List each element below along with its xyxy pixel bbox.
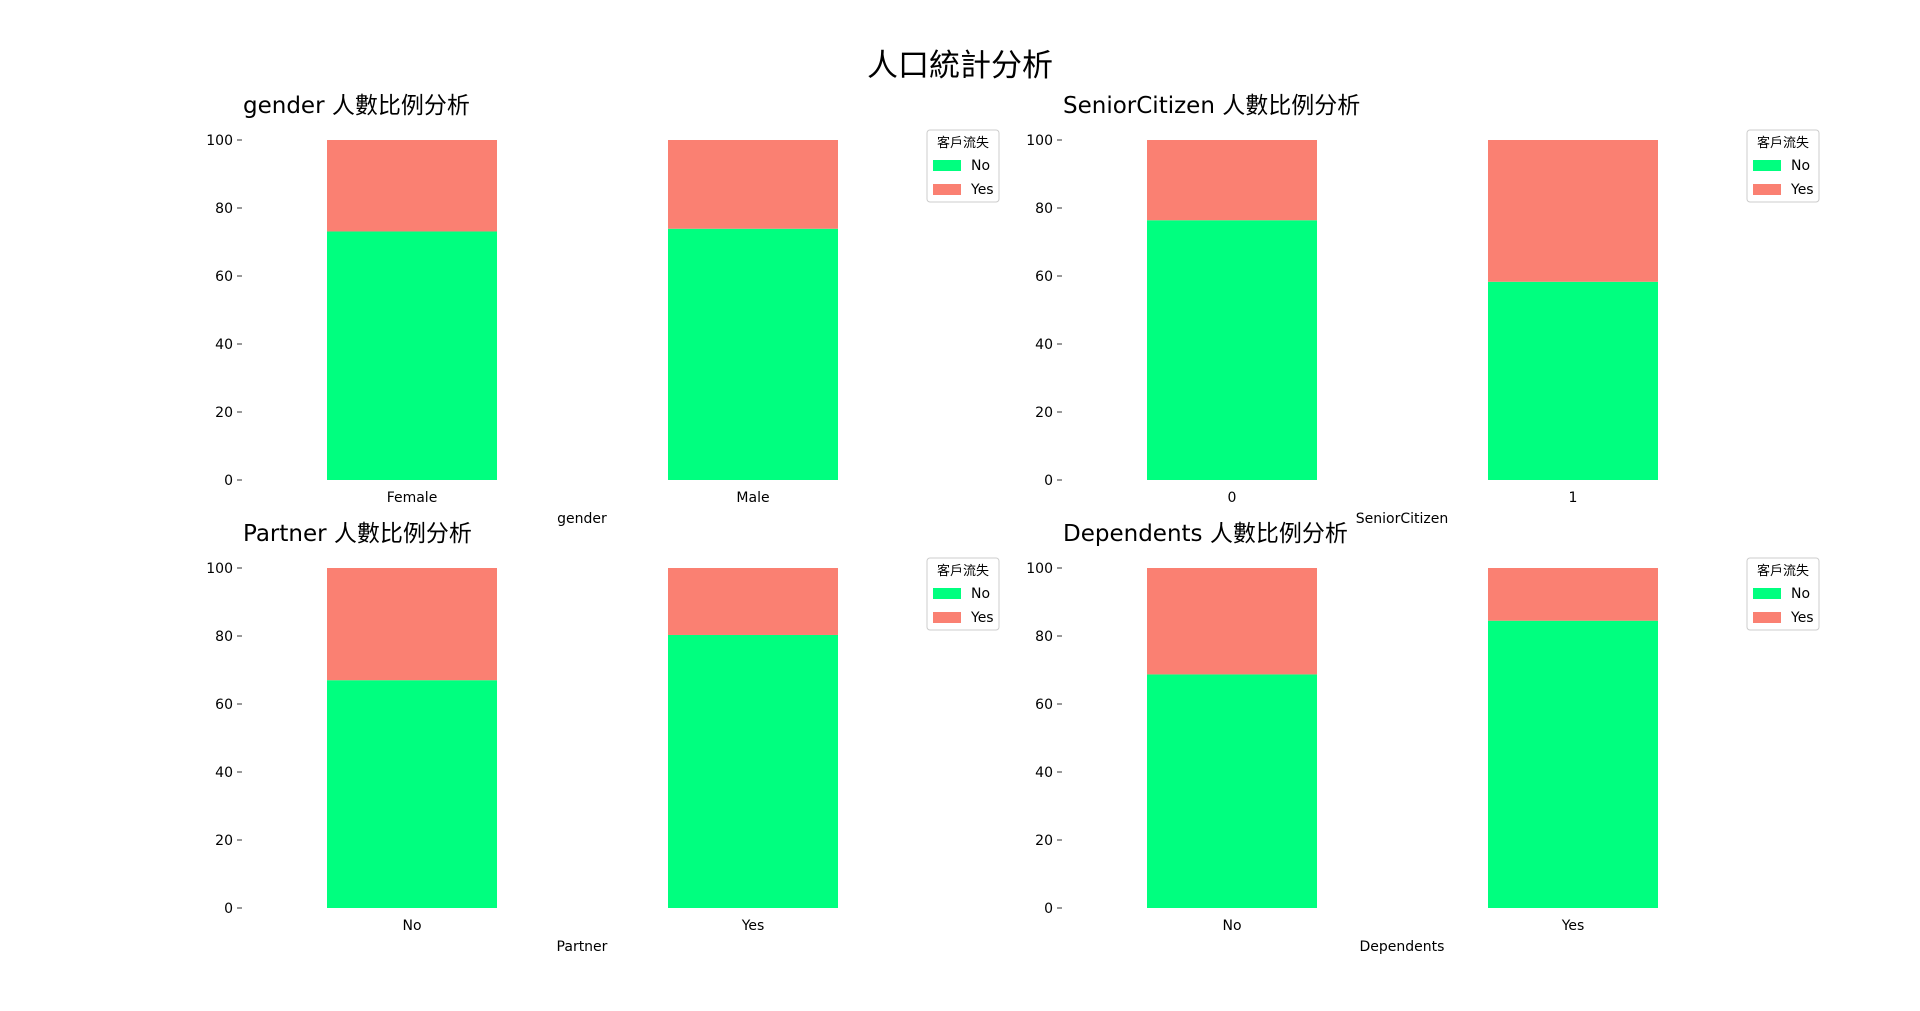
gender-ytick-label: 0 <box>224 473 233 489</box>
gender-ytick-label: 40 <box>215 337 233 353</box>
chart-gender-svg: gender 人數比例分析 0 20 40 60 80 100 Female Male gende… <box>206 93 1000 527</box>
seniorcitizen-legend-swatch-yes <box>1753 184 1781 195</box>
gender-legend: 客戶流失 No Yes <box>926 129 1000 203</box>
partner-legend: 客戶流失 No Yes <box>926 557 1000 631</box>
partner-ytick-label: 60 <box>215 697 233 713</box>
gender-bar-female-yes <box>327 140 497 232</box>
partner-bar-no-yes <box>327 568 497 681</box>
dependents-legend-label-yes: Yes <box>1790 610 1814 626</box>
gender-ytick-label: 20 <box>215 405 233 421</box>
dependents-xtick-label: No <box>1222 918 1241 934</box>
dependents-bar-yes-no <box>1488 620 1658 908</box>
gender-legend-swatch-yes <box>933 184 961 195</box>
partner-ytick-label: 40 <box>215 765 233 781</box>
seniorcitizen-xtick-label: 0 <box>1228 490 1237 506</box>
partner-ytick-label: 100 <box>206 561 233 577</box>
dependents-legend-title: 客戶流失 <box>1757 563 1809 579</box>
dependents-chart-title: Dependents 人數比例分析 <box>1063 521 1348 547</box>
dependents-legend: 客戶流失 No Yes <box>1746 557 1820 631</box>
dependents-xaxis-label: Dependents <box>1360 939 1445 955</box>
dependents-ytick-label: 40 <box>1035 765 1053 781</box>
seniorcitizen-legend-swatch-no <box>1753 160 1781 171</box>
gender-legend-swatch-no <box>933 160 961 171</box>
partner-legend-swatch-yes <box>933 612 961 623</box>
partner-legend-label-no: No <box>971 586 990 602</box>
chart-gender: gender 人數比例分析 0 20 40 60 80 100 Female Male gende… <box>0 90 1000 530</box>
gender-ytick-label: 100 <box>206 133 233 149</box>
gender-bar-female-no <box>327 231 497 480</box>
gender-xaxis-label: gender <box>557 511 607 527</box>
gender-ytick-label: 80 <box>215 201 233 217</box>
chart-senior-citizen: SeniorCitizen 人數比例分析 0 20 40 60 80 100 0 1 Senior… <box>820 90 1820 530</box>
gender-ytick-label: 60 <box>215 269 233 285</box>
partner-bar-no-no <box>327 680 497 908</box>
seniorcitizen-legend-label-yes: Yes <box>1790 182 1814 198</box>
chart-dependents: Dependents 人數比例分析 0 20 40 60 80 100 No Yes Depend… <box>820 518 1820 958</box>
gender-xtick-label: Female <box>387 490 438 506</box>
dependents-ytick-label: 20 <box>1035 833 1053 849</box>
seniorcitizen-ytick-label: 20 <box>1035 405 1053 421</box>
partner-xaxis-label: Partner <box>557 939 608 955</box>
dependents-ytick-label: 100 <box>1026 561 1053 577</box>
partner-ytick-label: 80 <box>215 629 233 645</box>
seniorcitizen-xaxis-label: SeniorCitizen <box>1356 511 1448 527</box>
gender-bar-male-no <box>668 228 838 480</box>
figure-title: 人口統計分析 <box>867 48 1053 84</box>
partner-xtick-label: Yes <box>741 918 765 934</box>
dependents-ytick-label: 0 <box>1044 901 1053 917</box>
dependents-legend-label-no: No <box>1791 586 1810 602</box>
seniorcitizen-bar-0-no <box>1147 220 1317 481</box>
dependents-bar-no-yes <box>1147 568 1317 675</box>
dependents-bar-yes-yes <box>1488 568 1658 621</box>
gender-xtick-label: Male <box>736 490 769 506</box>
seniorcitizen-ytick-label: 100 <box>1026 133 1053 149</box>
seniorcitizen-chart-title: SeniorCitizen 人數比例分析 <box>1063 93 1360 119</box>
dependents-legend-swatch-no <box>1753 588 1781 599</box>
gender-legend-title: 客戶流失 <box>937 135 989 151</box>
partner-bar-yes-yes <box>668 568 838 635</box>
gender-bar-male-yes <box>668 140 838 229</box>
seniorcitizen-bar-0-yes <box>1147 140 1317 221</box>
seniorcitizen-ytick-label: 40 <box>1035 337 1053 353</box>
seniorcitizen-legend: 客戶流失 No Yes <box>1746 129 1820 203</box>
partner-ytick-label: 0 <box>224 901 233 917</box>
chart-senior-citizen-svg: SeniorCitizen 人數比例分析 0 20 40 60 80 100 0 1 Senior… <box>1026 93 1820 527</box>
seniorcitizen-bar-1-no <box>1488 281 1658 480</box>
chart-dependents-svg: Dependents 人數比例分析 0 20 40 60 80 100 No Yes Depend… <box>1026 521 1820 955</box>
dependents-bar-no-no <box>1147 674 1317 908</box>
gender-legend-label-no: No <box>971 158 990 174</box>
dependents-ytick-label: 60 <box>1035 697 1053 713</box>
gender-legend-label-yes: Yes <box>970 182 994 198</box>
partner-bar-yes-no <box>668 634 838 908</box>
partner-ytick-label: 20 <box>215 833 233 849</box>
partner-xtick-label: No <box>402 918 421 934</box>
chart-partner-svg: Partner 人數比例分析 0 20 40 60 80 100 No Yes Partner 客戶… <box>206 521 1000 955</box>
seniorcitizen-xtick-label: 1 <box>1569 490 1578 506</box>
seniorcitizen-ytick-label: 0 <box>1044 473 1053 489</box>
gender-chart-title: gender 人數比例分析 <box>243 93 470 119</box>
seniorcitizen-ytick-label: 60 <box>1035 269 1053 285</box>
chart-partner: Partner 人數比例分析 0 20 40 60 80 100 No Yes Partner 客戶… <box>0 518 1000 958</box>
dependents-legend-swatch-yes <box>1753 612 1781 623</box>
seniorcitizen-bar-1-yes <box>1488 140 1658 282</box>
partner-chart-title: Partner 人數比例分析 <box>243 521 472 547</box>
partner-legend-label-yes: Yes <box>970 610 994 626</box>
seniorcitizen-legend-label-no: No <box>1791 158 1810 174</box>
partner-legend-title: 客戶流失 <box>937 563 989 579</box>
dependents-ytick-label: 80 <box>1035 629 1053 645</box>
partner-legend-swatch-no <box>933 588 961 599</box>
seniorcitizen-legend-title: 客戶流失 <box>1757 135 1809 151</box>
seniorcitizen-ytick-label: 80 <box>1035 201 1053 217</box>
dependents-xtick-label: Yes <box>1561 918 1585 934</box>
